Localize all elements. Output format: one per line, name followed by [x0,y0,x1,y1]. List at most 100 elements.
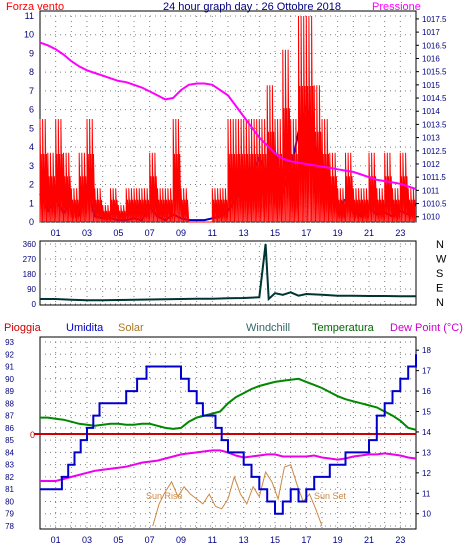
hour-tick-label: 13 [239,535,249,545]
legend-windchill: Windchill [246,322,290,334]
direction-tick-label: 90 [27,285,36,294]
hour-tick-label: 15 [270,228,280,238]
hour-tick-label: 03 [82,535,92,545]
hour-tick-label: 01 [51,228,61,238]
direction-tick-label: 270 [23,255,37,264]
pressure-line [39,41,417,190]
humidity-tick-label: 84 [5,448,14,457]
humidity-tick-label: 91 [5,363,14,372]
hour-tick-label: 09 [176,535,186,545]
humidity-tick-label: 79 [5,510,14,519]
humidity-tick-label: 83 [5,461,14,470]
hour-tick-label: 21 [364,535,374,545]
compass-label: S [436,268,443,280]
temperature-tick-label: 16 [422,387,431,396]
hour-tick-label: 21 [364,228,374,238]
humidity-line [40,354,417,515]
humidity-axis-ticks: 78 79 80 81 82 83 84 85 86 87 88 89 90 91 92 93 [5,338,14,531]
humidity-tick-label: 82 [5,473,14,482]
pressure-tick-label: 1017.5 [422,15,447,24]
wind-axis-ticks: 0 1 2 3 4 5 6 7 8 9 10 11 [24,11,34,227]
hour-tick-label: 11 [208,228,217,238]
wind-tick-label: 4 [29,142,34,152]
pressure-tick-label: 1016 [422,54,440,63]
legend-temperature: Temperatura [312,322,375,334]
hour-tick-label: 09 [176,228,186,238]
wind-tick-label: 0 [29,217,34,227]
compass-label: N [436,239,444,251]
wind-pressure-series [39,15,417,223]
hour-axis-ticks: 01 03 05 07 09 11 13 15 17 19 21 23 [51,228,406,238]
hour-tick-label: 07 [145,228,155,238]
pressure-tick-label: 1010.5 [422,200,447,209]
hour-tick-label: 23 [395,535,405,545]
humidity-tick-label: 90 [5,375,14,384]
temperature-tick-label: 18 [422,346,431,355]
hour-tick-label: 07 [145,535,155,545]
hour-tick-label: 15 [270,535,280,545]
pressure-tick-label: 1012.5 [422,147,447,156]
legend-solar: Solar [118,322,144,334]
graph-title: 24 hour graph day : 26 Ottobre 2018 [163,1,341,13]
hour-tick-label: 05 [113,228,123,238]
pressure-tick-label: 1015 [422,81,440,90]
hour-tick-label: 17 [301,535,311,545]
humidity-tick-label: 81 [5,485,14,494]
hour-tick-label: 03 [82,228,92,238]
temperature-axis-ticks: 10 11 12 13 14 15 16 17 18 [416,346,431,519]
temperature-tick-label: 15 [422,408,431,417]
pressure-tick-label: 1016.5 [422,41,447,50]
solar-line [152,464,323,527]
pressure-tick-label: 1014.5 [422,94,447,103]
hour-tick-label: 19 [333,535,343,545]
wind-tick-label: 1 [29,198,34,208]
hour-tick-label: 11 [208,535,217,545]
legend-rain: Pioggia [4,322,42,334]
pressure-tick-label: 1011.5 [422,173,446,182]
humidity-tick-label: 87 [5,412,14,421]
pressure-tick-label: 1012 [422,160,440,169]
hour-axis-ticks-bottom: 01 03 05 07 09 11 13 15 17 19 21 23 [51,535,406,545]
temperature-tick-label: 11 [422,489,431,498]
temperature-tick-label: 17 [422,367,431,376]
direction-tick-label: 180 [23,270,37,279]
humidity-tick-label: 92 [5,350,14,359]
compass-label: E [436,283,443,295]
humidity-tick-label: 89 [5,387,14,396]
wind-tick-label: 5 [29,123,34,133]
wind-tick-label: 6 [29,105,34,115]
direction-tick-label: 360 [23,240,37,249]
pressure-tick-label: 1017 [422,28,440,37]
hour-tick-label: 13 [239,228,249,238]
pressure-axis-label: Pressione [372,1,421,13]
temperature-line [40,377,417,431]
wind-direction-grid [40,241,416,305]
wind-direction-line [40,243,417,302]
temperature-tick-label: 13 [422,448,431,457]
wind-tick-label: 10 [24,30,34,40]
temperature-tick-label: 14 [422,428,431,437]
wind-axis-label: Forza vento [6,1,64,13]
wind-tick-label: 7 [29,86,34,96]
humidity-tick-label: 78 [5,522,14,531]
pressure-tick-label: 1013 [422,134,440,143]
hour-tick-label: 19 [333,228,343,238]
pressure-tick-label: 1014 [422,107,440,116]
temperature-tick-label: 10 [422,510,431,519]
pressure-tick-label: 1011 [422,186,440,195]
wind-tick-label: 8 [29,67,34,77]
wind-tick-label: 3 [29,161,34,171]
wind-tick-label: 2 [29,180,34,190]
pressure-axis-ticks: 1010 1010.5 1011 1011.5 1012 1012.5 1013 1013.5… [416,15,447,222]
humidity-tick-label: 88 [5,399,14,408]
wind-direction-series [40,243,417,302]
humidity-tick-label: 86 [5,424,14,433]
temperature-tick-label: 12 [422,469,431,478]
humidity-tick-label: 80 [5,497,14,506]
rain-axis-zero: 0 [30,430,35,440]
pressure-tick-label: 1015.5 [422,68,447,77]
sun-rise-label: Sun Rise [146,491,183,501]
